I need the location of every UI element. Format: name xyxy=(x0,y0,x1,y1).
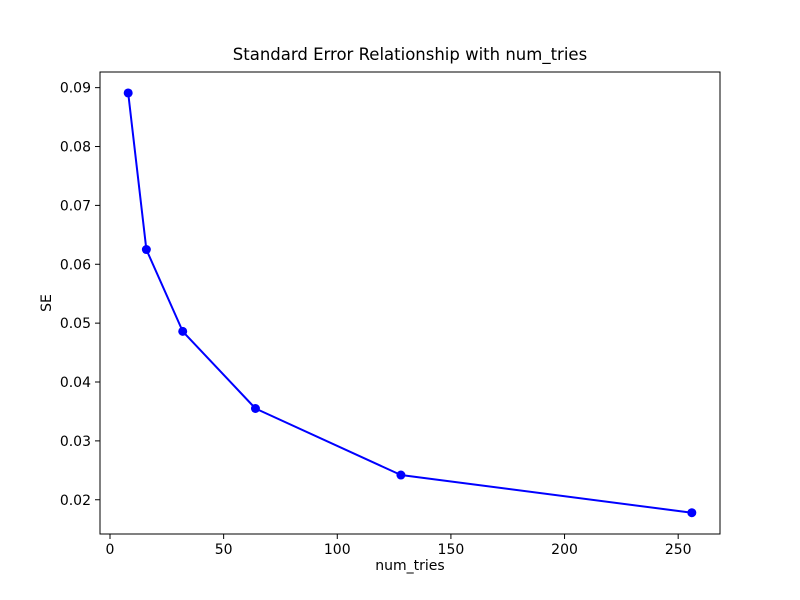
data-point xyxy=(178,326,188,336)
chart-title: Standard Error Relationship with num_tri… xyxy=(232,45,588,64)
x-tick-label: 0 xyxy=(106,542,115,558)
data-point xyxy=(250,404,260,414)
y-tick-label: 0.03 xyxy=(60,434,91,450)
x-tick-label: 50 xyxy=(215,542,233,558)
y-tick-label: 0.09 xyxy=(60,81,91,97)
x-axis-label: num_tries xyxy=(375,558,445,574)
y-tick-label: 0.04 xyxy=(60,375,91,391)
line-series xyxy=(127,91,693,514)
x-tick-label: 250 xyxy=(665,542,692,558)
y-tick-label: 0.05 xyxy=(60,316,91,332)
data-point xyxy=(123,88,133,98)
data-point xyxy=(141,245,151,255)
x-tick-label: 200 xyxy=(551,542,578,558)
y-tick-label: 0.06 xyxy=(60,257,91,273)
x-tick-label: 150 xyxy=(438,542,465,558)
y-axis-label: SE xyxy=(39,294,55,312)
y-tick-label: 0.08 xyxy=(60,140,91,156)
y-tick-label: 0.02 xyxy=(60,493,91,509)
x-tick-label: 100 xyxy=(324,542,351,558)
data-point xyxy=(687,508,697,518)
y-tick-label: 0.07 xyxy=(60,198,91,214)
data-point xyxy=(396,470,406,480)
axes-frame xyxy=(99,71,721,535)
